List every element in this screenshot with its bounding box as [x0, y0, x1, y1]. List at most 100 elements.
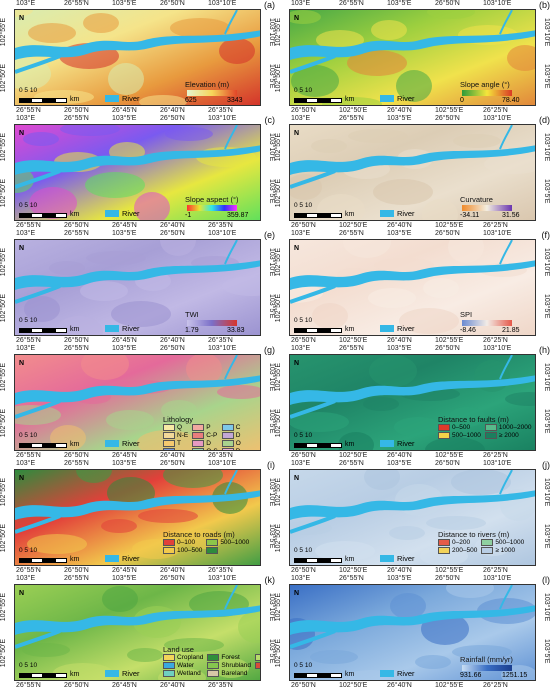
- legend-title: Slope angle (°): [460, 80, 510, 89]
- scale-bar-segment: [306, 328, 318, 333]
- terrain-patch: [394, 417, 442, 437]
- river-legend: River: [105, 209, 140, 218]
- legend-title: Rainfall (mm/yr): [460, 655, 513, 664]
- scale-bar-segment: [19, 213, 31, 218]
- category-swatch: [163, 662, 175, 669]
- axis-tick-bottom: 26°40'N: [160, 682, 185, 689]
- axis-tick-top: 103°E: [16, 230, 35, 237]
- axis-tick-bottom: 26°45'N: [112, 682, 137, 689]
- axis-tick-top: 26°50'N: [435, 345, 460, 352]
- ramp-max-label: 78.40: [502, 97, 520, 104]
- category-legend-item: 200–500: [438, 547, 477, 554]
- category-label: ≥ 2000: [499, 432, 519, 439]
- axis-tick-bottom: 26°50'N: [291, 682, 316, 689]
- axis-tick-bottom: 26°45'N: [112, 567, 137, 574]
- category-legend-item: Q: [163, 424, 188, 431]
- scale-bar-segment: [19, 443, 31, 448]
- north-arrow-icon: N: [19, 15, 24, 22]
- scale-bar-segment: [31, 558, 43, 563]
- axis-tick-bottom: 26°25'N: [483, 107, 508, 114]
- ramp-min-label: 1.79: [185, 327, 199, 334]
- axis-tick-right: 103°10'E: [543, 478, 550, 506]
- category-legend-item: Wetland: [163, 670, 203, 677]
- axis-tick-top: 26°55'N: [64, 115, 89, 122]
- ramp-max-label: 3343: [227, 97, 243, 104]
- axis-tick-top: 103°5'E: [112, 460, 136, 467]
- axis-tick-top: 26°55'N: [339, 0, 364, 7]
- axis-tick-bottom: 26°50'N: [64, 452, 89, 459]
- scale-bar-segment: [43, 213, 55, 218]
- scale-bar-unit: km: [345, 326, 354, 333]
- river-legend-label: River: [397, 209, 415, 218]
- category-legend-item: 500–1000: [206, 539, 249, 546]
- axis-tick-right: 103°5'E: [268, 639, 275, 663]
- north-arrow-icon: N: [19, 475, 24, 482]
- river-swatch: [105, 95, 119, 102]
- terrain-patch: [85, 172, 145, 198]
- category-label: O: [236, 440, 241, 447]
- axis-tick-left: 102°50'E: [0, 524, 7, 552]
- north-arrow-icon: N: [19, 590, 24, 597]
- color-ramp: [187, 90, 237, 96]
- scale-bar-segment: [318, 443, 330, 448]
- axis-tick-right: 103°10'E: [268, 363, 275, 391]
- terrain-patch: [415, 655, 451, 669]
- scale-bar-segment: [31, 443, 43, 448]
- scale-bar-segment: [31, 673, 43, 678]
- axis-tick-top: 26°50'N: [160, 460, 185, 467]
- axis-tick-right: 103°10'E: [543, 18, 550, 46]
- axis-tick-top: 103°5'E: [387, 345, 411, 352]
- axis-tick-top: 103°10'E: [483, 230, 511, 237]
- river-legend-label: River: [397, 94, 415, 103]
- river-swatch: [105, 440, 119, 447]
- scale-bar-segment: [294, 673, 306, 678]
- category-swatch: [438, 432, 450, 439]
- axis-tick-top: 26°50'N: [435, 0, 460, 7]
- river-legend: River: [105, 94, 140, 103]
- axis-tick-left: 102°55'E: [0, 133, 7, 161]
- scale-bar-unit: km: [345, 671, 354, 678]
- north-arrow-icon: N: [19, 245, 24, 252]
- ramp-min-label: -1: [185, 212, 191, 219]
- category-legend-item: N-E: [163, 432, 188, 439]
- category-label: 200–500: [452, 547, 477, 554]
- scale-bar-segment: [31, 328, 43, 333]
- axis-tick-top: 103°E: [291, 575, 310, 582]
- axis-tick-bottom: 26°55'N: [16, 452, 41, 459]
- scale-bar-unit: km: [345, 96, 354, 103]
- axis-tick-bottom: 26°25'N: [483, 222, 508, 229]
- axis-tick-top: 26°55'N: [339, 460, 364, 467]
- scale-bar-segment: [306, 673, 318, 678]
- axis-tick-left: 102°55'E: [0, 18, 7, 46]
- axis-tick-top: 103°10'E: [483, 0, 511, 7]
- river-legend-label: River: [397, 324, 415, 333]
- terrain-patch: [369, 355, 417, 387]
- axis-tick-top: 103°E: [291, 115, 310, 122]
- axis-tick-top: 26°55'N: [64, 345, 89, 352]
- scale-bar-numbers: 0 5 10: [294, 317, 312, 324]
- axis-tick-top: 103°5'E: [387, 230, 411, 237]
- axis-tick-bottom: 102°55'E: [435, 452, 463, 459]
- category-swatch: [222, 424, 234, 431]
- terrain-patch: [363, 397, 399, 411]
- river-legend: River: [380, 94, 415, 103]
- ramp-min-label: -8.46: [460, 327, 476, 334]
- axis-tick-bottom: 26°55'N: [16, 337, 41, 344]
- terrain-patch: [311, 139, 347, 153]
- category-swatch: [222, 440, 234, 447]
- axis-tick-right: 103°10'E: [543, 248, 550, 276]
- panel-label: (c): [265, 115, 276, 125]
- category-label: 500–1000: [495, 539, 524, 546]
- ramp-max-label: 33.83: [227, 327, 245, 334]
- category-swatch: [163, 440, 175, 447]
- scale-bar-numbers: 0 5 10: [19, 87, 37, 94]
- category-label: Bareland: [221, 670, 247, 677]
- panel-label: (f): [542, 230, 550, 240]
